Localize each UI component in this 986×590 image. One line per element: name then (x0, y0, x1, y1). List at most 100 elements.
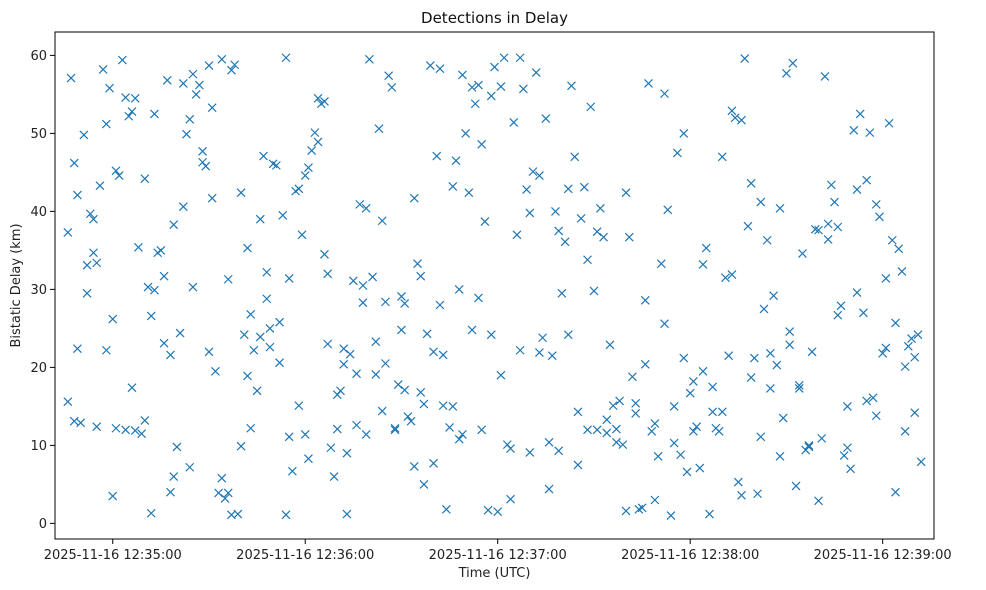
data-point-marker (810, 224, 820, 234)
marker-stroke (820, 72, 830, 81)
data-point-marker (381, 359, 390, 368)
data-point-marker (448, 401, 458, 411)
data-point-marker (663, 205, 673, 215)
data-point-marker (345, 349, 355, 359)
marker-stroke (182, 129, 191, 139)
marker-stroke (294, 184, 304, 194)
data-point-marker (278, 210, 288, 220)
marker-stroke (461, 128, 471, 138)
data-point-marker (765, 348, 775, 358)
x-tick-label: 2025-11-16 12:35:00 (44, 548, 182, 563)
marker-stroke (804, 440, 814, 450)
data-point-marker (227, 65, 236, 75)
data-point-marker (239, 330, 249, 340)
marker-stroke (169, 472, 179, 482)
data-point-marker (284, 432, 294, 442)
marker-stroke (483, 505, 493, 515)
data-point-marker (332, 424, 342, 434)
data-point-marker (198, 157, 207, 167)
marker-stroke (300, 430, 310, 439)
data-point-marker (326, 443, 336, 453)
marker-stroke (480, 217, 490, 226)
marker-stroke (185, 462, 195, 472)
marker-stroke (387, 82, 397, 92)
data-point-marker (647, 426, 657, 436)
marker-stroke (140, 174, 150, 184)
data-point-marker (255, 214, 265, 224)
data-point-marker (833, 222, 843, 232)
marker-stroke (130, 93, 140, 103)
marker-stroke (364, 54, 374, 64)
marker-stroke (409, 193, 419, 203)
data-point-marker (400, 299, 410, 308)
data-point-marker (679, 353, 689, 363)
data-point-marker (490, 62, 499, 72)
data-point-marker (294, 401, 304, 411)
data-point-marker (698, 366, 708, 376)
marker-stroke (624, 232, 634, 242)
data-point-marker (143, 282, 153, 292)
marker-stroke (169, 220, 179, 230)
marker-stroke (628, 372, 637, 382)
data-point-marker (246, 423, 256, 433)
y-tick-label: 20 (30, 361, 47, 376)
data-point-marker (198, 146, 207, 156)
marker-stroke (881, 343, 891, 353)
data-point-marker (669, 438, 679, 448)
data-point-marker (204, 347, 214, 357)
data-point-marker (852, 185, 862, 194)
data-point-marker (660, 319, 669, 329)
marker-stroke (246, 423, 256, 433)
data-point-marker (320, 96, 329, 106)
marker-stroke (496, 82, 506, 92)
data-point-marker (817, 433, 827, 443)
marker-stroke (457, 70, 467, 80)
marker-stroke (381, 297, 390, 307)
marker-stroke (419, 479, 429, 489)
marker-stroke (669, 401, 679, 411)
marker-stroke (355, 199, 365, 209)
marker-stroke (342, 448, 352, 458)
data-point-marker (275, 358, 284, 368)
marker-stroke (275, 317, 284, 327)
marker-stroke (794, 380, 804, 390)
data-point-marker (297, 230, 307, 240)
marker-stroke (737, 490, 746, 500)
data-point-marker (672, 148, 682, 158)
marker-stroke (82, 260, 92, 270)
marker-stroke (467, 82, 477, 92)
marker-stroke (823, 235, 833, 244)
marker-stroke (679, 128, 689, 138)
marker-stroke (101, 119, 111, 129)
data-point-marker (544, 437, 554, 447)
marker-stroke (441, 504, 451, 514)
marker-stroke (352, 369, 361, 379)
data-point-marker (339, 359, 349, 369)
data-point-marker (121, 425, 131, 435)
data-point-marker (230, 60, 240, 70)
marker-stroke (817, 433, 827, 443)
marker-stroke (814, 496, 823, 506)
data-point-marker (185, 462, 195, 472)
data-point-marker (329, 472, 339, 482)
marker-stroke (265, 323, 275, 333)
data-point-marker (579, 182, 589, 192)
marker-stroke (393, 380, 403, 389)
data-point-marker (615, 396, 625, 406)
marker-stroke (467, 325, 477, 335)
data-point-marker (85, 209, 95, 219)
data-point-marker (419, 479, 429, 489)
marker-stroke (227, 510, 236, 520)
marker-stroke (794, 384, 804, 393)
marker-stroke (114, 171, 124, 180)
data-point-marker (820, 72, 830, 81)
marker-stroke (185, 114, 195, 124)
marker-stroke (98, 65, 108, 74)
marker-stroke (682, 467, 692, 477)
marker-stroke (348, 276, 358, 286)
marker-stroke (528, 167, 538, 177)
marker-stroke (647, 426, 657, 436)
marker-stroke (413, 259, 422, 269)
data-point-marker (374, 124, 384, 134)
data-point-marker (538, 333, 548, 343)
